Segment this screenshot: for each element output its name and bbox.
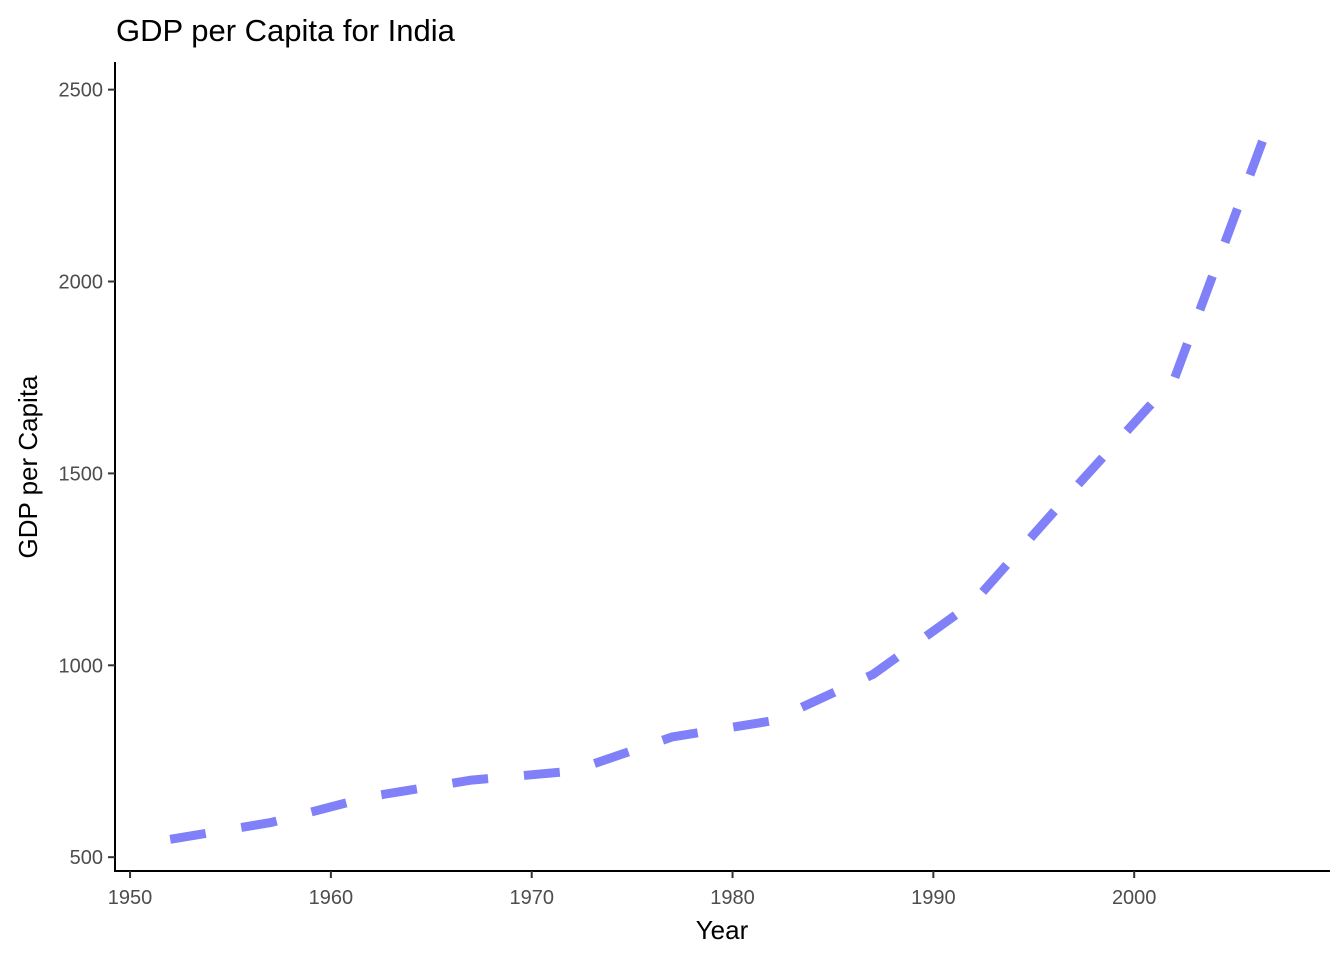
x-tick-label: 1950 [108,887,153,909]
x-tick-label: 1970 [509,887,554,909]
y-tick-label: 500 [70,847,103,869]
series-line-0 [169,106,1280,844]
y-tick-label: 2000 [59,272,104,294]
x-tick-label: 2000 [1112,887,1157,909]
x-axis-label: Year [696,915,749,945]
chart-title: GDP per Capita for India [116,13,456,48]
y-axis-label: GDP per Capita [13,375,43,559]
y-axis-ticks: 500 1000 1500 2000 2500 [59,80,115,869]
y-tick-label: 1500 [59,463,104,485]
plot-area [169,106,1280,844]
x-tick-label: 1990 [911,887,956,909]
y-tick-label: 2500 [59,80,104,102]
y-tick-label: 1000 [59,655,104,677]
x-tick-label: 1980 [710,887,755,909]
x-axis-ticks: 1950 1960 1970 1980 1990 2000 [108,871,1157,909]
x-tick-label: 1960 [309,887,354,909]
